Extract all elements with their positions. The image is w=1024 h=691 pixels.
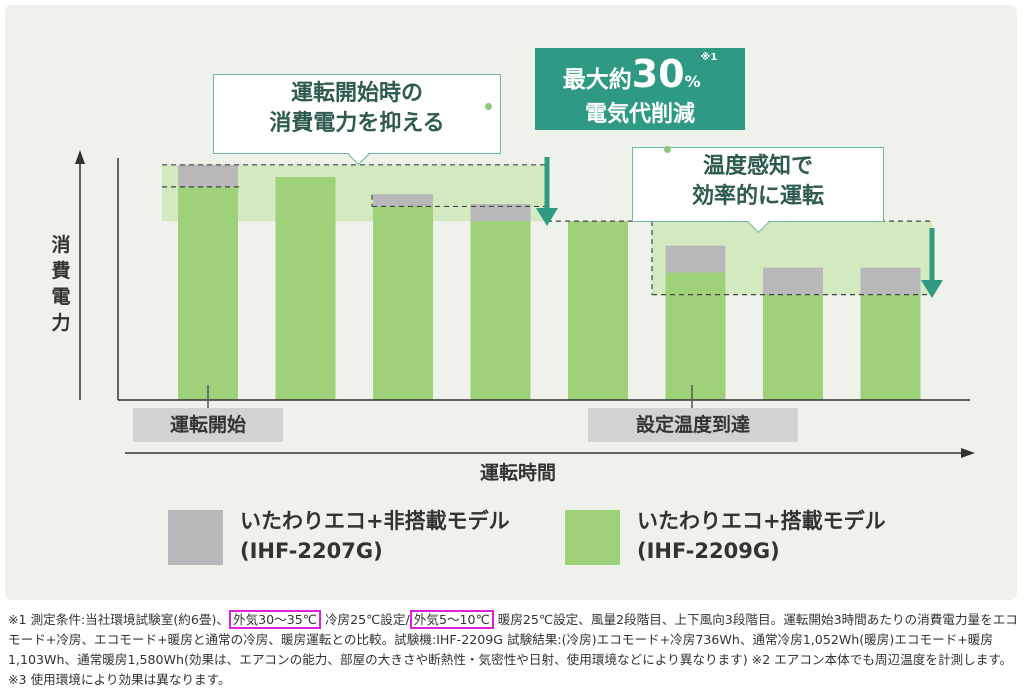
- footnote-highlight-cooling: 外気30～35℃: [228, 610, 321, 629]
- bar-with-1: [178, 186, 238, 400]
- phase-label-start: 運転開始: [133, 408, 283, 442]
- legend-label-without: いたわりエコ+非搭載モデル (IHF-2207G): [240, 506, 510, 566]
- legend-swatch-with: [565, 510, 620, 565]
- headline-line2: 電気代削減: [584, 102, 695, 127]
- legend-with-name: いたわりエコ+搭載モデル: [637, 509, 886, 533]
- bar-with-4: [470, 221, 531, 400]
- y-axis-arrowhead: [75, 150, 85, 164]
- callout-start-power-line1: 運転開始時の: [290, 81, 423, 106]
- footnote-part1: ※1 測定条件:当社環境試験室(約6畳)、: [8, 612, 229, 627]
- bar-with-7: [763, 294, 823, 400]
- callout-temp-sensing-line2: 効率的に運転: [691, 184, 824, 209]
- headline-line1: 最大約30% ※1: [535, 52, 745, 96]
- headline-unit: %: [684, 72, 701, 91]
- y-axis-label: 消費電力: [51, 234, 71, 334]
- footnote: ※1 測定条件:当社環境試験室(約6畳)、 外気30～35℃ 冷房25℃設定/外気…: [8, 610, 1018, 690]
- legend-without-model: (IHF-2207G): [240, 539, 383, 563]
- headline-value: 30: [631, 52, 685, 96]
- bar-with-8: [860, 294, 921, 400]
- footnote-part3: 暖房25℃設定、風量2段階目、上下風向3段階目。運転開始3時間あたりの消費電力量…: [8, 612, 1018, 687]
- reduction-arrowhead-1: [536, 208, 558, 226]
- footnote-highlight-heating: 外気5～10℃: [409, 610, 494, 629]
- x-axis-arrowhead: [961, 448, 975, 458]
- footnote-part2: 冷房25℃設定/: [320, 612, 410, 627]
- legend-without-name: いたわりエコ+非搭載モデル: [240, 509, 510, 533]
- headline-prefix: 最大約: [562, 67, 632, 93]
- phase-label-reached: 設定温度到達: [588, 408, 798, 442]
- callout-temp-sensing: 温度感知で 効率的に運転: [632, 147, 884, 222]
- chart-canvas: [75, 150, 975, 458]
- callout-start-power: 運転開始時の 消費電力を抑える: [213, 74, 501, 154]
- callout-temp-sensing-line1: 温度感知で: [702, 154, 813, 179]
- legend-swatch-without: [168, 510, 223, 565]
- bar-with-6: [665, 272, 726, 400]
- bar-with-5: [568, 221, 628, 400]
- legend-label-with: いたわりエコ+搭載モデル (IHF-2209G): [637, 506, 886, 566]
- headline-savings-box: 最大約30% ※1 電気代削減: [535, 48, 745, 130]
- callout-start-power-line2: 消費電力を抑える: [269, 111, 445, 136]
- bar-with-3: [373, 206, 433, 400]
- headline-note: ※1: [700, 52, 718, 63]
- callout-dot: [664, 146, 671, 153]
- callout-dot: [485, 103, 492, 110]
- legend-with-model: (IHF-2209G): [637, 539, 780, 563]
- reduction-arrowhead-2: [921, 280, 943, 298]
- x-axis-label: 運転時間: [480, 462, 557, 484]
- bar-with-2: [275, 177, 336, 400]
